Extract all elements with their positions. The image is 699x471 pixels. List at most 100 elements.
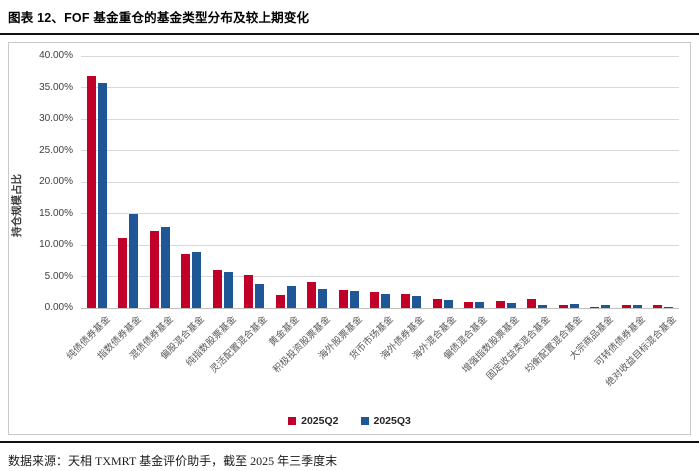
y-tick-label: 10.00%: [39, 239, 73, 250]
bar-group-10: [364, 56, 395, 308]
bar-2025q2: [275, 295, 285, 308]
x-tick-label: 积极投资股票基金: [271, 314, 333, 376]
bar-2025q3: [318, 289, 328, 308]
bar-2025q2: [149, 230, 159, 308]
gridline-25: [81, 150, 679, 151]
y-tick-label: 25.00%: [39, 144, 73, 156]
bar-group-15: [522, 56, 553, 308]
bar-2025q3: [412, 296, 422, 308]
bar-2025q3: [223, 272, 233, 308]
bar-group-18: [616, 56, 647, 308]
bar-2025q3: [129, 213, 139, 308]
x-tick-label: 偏股混合基金: [158, 314, 207, 363]
legend-item-2025q2: 2025Q2: [288, 415, 339, 427]
y-tick-label: 35.00%: [39, 81, 73, 93]
bar-2025q3: [97, 83, 107, 308]
x-tick-label: 指数债券基金: [95, 314, 144, 363]
bar-2025q2: [621, 304, 631, 308]
y-tick-label: 30.00%: [39, 113, 73, 124]
bar-group-7: [270, 56, 301, 308]
bar-2025q3: [192, 251, 202, 308]
gridline-10: [81, 244, 679, 246]
bar-2025q3: [632, 305, 642, 308]
bar-group-12: [427, 56, 458, 308]
x-tick-label: 均衡配置混合基金: [523, 314, 585, 376]
bar-2025q2: [401, 294, 411, 308]
bar-2025q2: [527, 298, 537, 308]
bar-2025q2: [307, 282, 317, 308]
bar-2025q3: [255, 284, 265, 308]
x-tick-label: 增强指数股票基金: [460, 314, 522, 376]
bar-2025q3: [380, 293, 390, 308]
x-tick-label: 绝对收益目标混合基金: [604, 314, 680, 389]
bar-2025q2: [86, 76, 96, 308]
bar-2025q3: [506, 302, 516, 308]
x-tick-label: 黄金基金: [266, 314, 302, 349]
bar-group-19: [648, 56, 679, 308]
gridline-20: [81, 181, 679, 183]
chart-panel: 持仓规模占比 0.00% 5.00% 10.00% 15.00% 20.00% 25.00…: [8, 42, 691, 435]
legend-item-2025q3: 2025Q3: [360, 415, 411, 427]
y-tick-label: 20.00%: [39, 176, 73, 187]
chart-legend: 2025Q2 2025Q3: [9, 415, 690, 427]
y-tick-label: 15.00%: [39, 207, 73, 219]
bar-group-11: [396, 56, 427, 308]
y-tick-label: 40.00%: [39, 50, 73, 61]
bar-2025q3: [443, 300, 453, 308]
bar-2025q2: [369, 291, 379, 308]
figure-caption: 图表 12、FOF 基金重仓的基金类型分布及较上期变化: [0, 0, 699, 35]
bar-2025q2: [244, 274, 254, 308]
x-tick-label: 可转债债券基金: [592, 314, 648, 369]
bar-2025q3: [664, 307, 674, 308]
legend-swatch-2025q3: [360, 417, 369, 425]
legend-label-2025q2: 2025Q2: [301, 415, 339, 427]
bar-2025q2: [118, 238, 128, 308]
bar-group-4: [175, 56, 206, 308]
x-tick-label: 海外股票基金: [316, 314, 365, 363]
gridline-0: [81, 307, 679, 309]
plot-area: 0.00% 5.00% 10.00% 15.00% 20.00% 25.00% 30.00%…: [39, 50, 679, 313]
bar-group-6: [238, 56, 269, 308]
bar-2025q3: [286, 285, 296, 308]
bar-2025q2: [464, 301, 474, 308]
bar-group-17: [585, 56, 616, 308]
bar-2025q2: [495, 301, 505, 308]
bar-2025q3: [475, 301, 485, 308]
x-tick-label: 货币市场基金: [347, 314, 396, 363]
bar-group-13: [459, 56, 490, 308]
bar-2025q2: [590, 306, 600, 308]
x-tick-label: 海外债券基金: [379, 314, 428, 363]
x-tick-label: 海外混合基金: [410, 314, 459, 363]
gridline-5: [81, 276, 679, 277]
bar-2025q3: [569, 304, 579, 308]
bar-group-3: [144, 56, 175, 308]
x-tick-label: 固定收益类混合基金: [484, 314, 554, 383]
bar-2025q2: [181, 253, 191, 308]
bar-group-5: [207, 56, 238, 308]
bar-2025q3: [160, 227, 170, 308]
x-tick-label: 偏债混合基金: [442, 314, 491, 363]
gridline-15: [81, 213, 679, 214]
bar-2025q2: [653, 305, 663, 308]
legend-label-2025q3: 2025Q3: [373, 415, 411, 427]
bar-group-2: [112, 56, 143, 308]
bar-group-1: [81, 56, 112, 308]
gridline-40: [81, 55, 679, 57]
bar-group-16: [553, 56, 584, 308]
x-axis-labels: 纯债债券基金 指数债券基金 混债债券基金 偏股混合基金 纯指数股票基金 灵活配置混合基金黄…: [64, 309, 679, 419]
bar-2025q2: [212, 269, 222, 308]
x-tick-label: 大宗商品基金: [567, 314, 617, 363]
bar-2025q3: [538, 304, 548, 308]
bar-group-9: [333, 56, 364, 308]
y-tick-label: 0.00%: [44, 302, 73, 313]
bar-2025q3: [349, 291, 359, 308]
gridline-30: [81, 118, 679, 120]
x-tick-label: 混债债券基金: [127, 314, 176, 363]
bar-2025q3: [601, 304, 611, 308]
bar-2025q2: [558, 305, 568, 308]
bar-2025q2: [338, 289, 348, 308]
y-axis-title: 持仓规模占比: [10, 173, 23, 237]
y-tick-label: 5.00%: [44, 270, 73, 282]
bar-group-14: [490, 56, 521, 308]
x-tick-label: 灵活配置混合基金: [208, 314, 270, 376]
